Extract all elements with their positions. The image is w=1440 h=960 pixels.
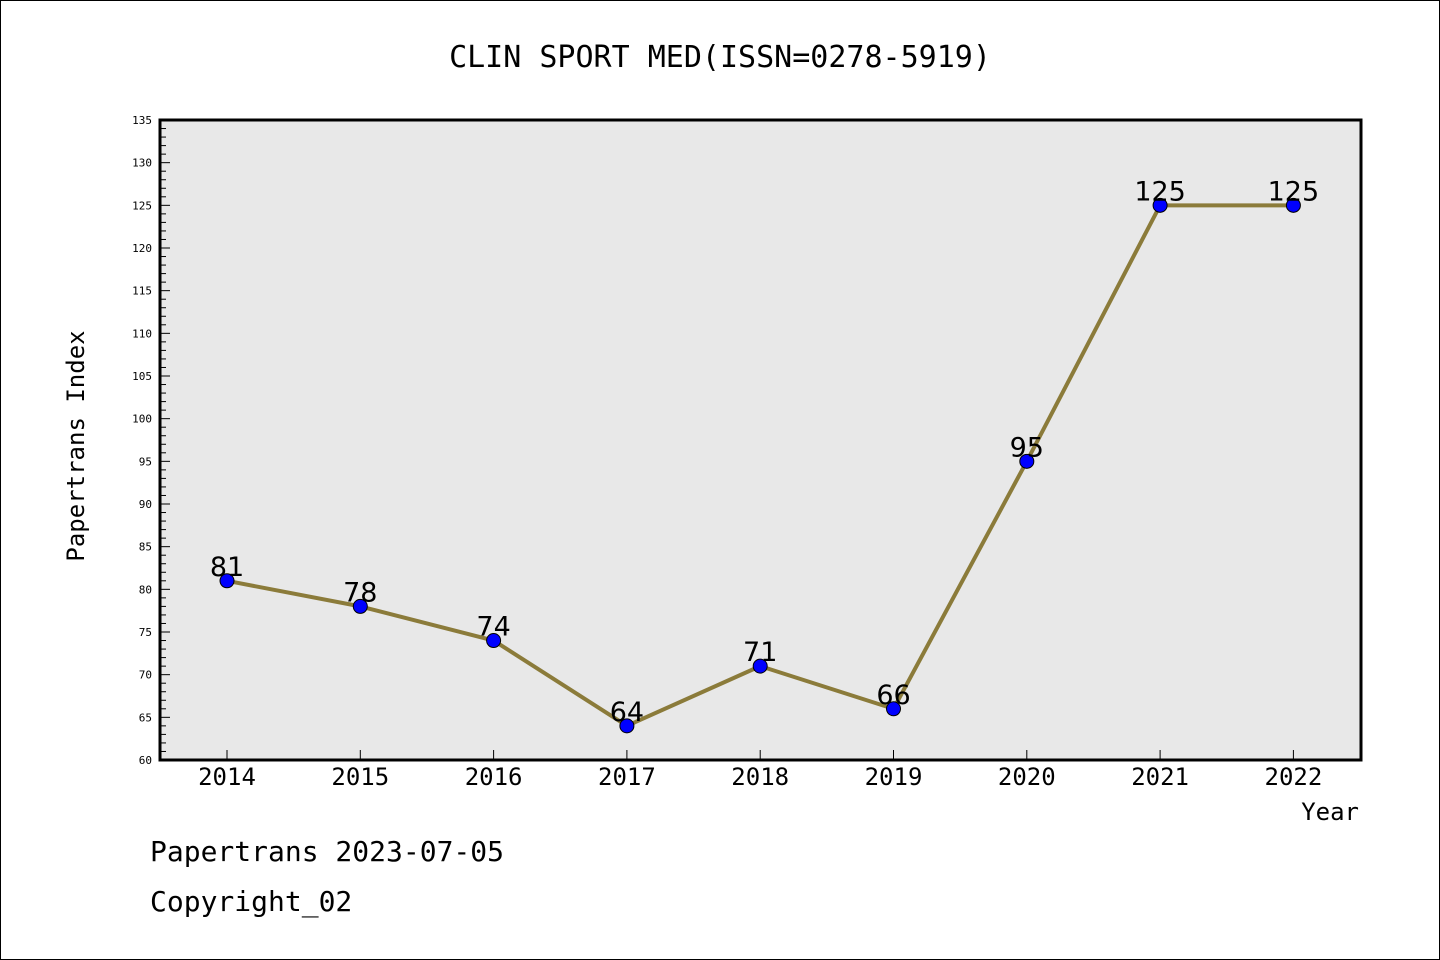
y-tick-label: 95: [139, 455, 152, 468]
data-point: [486, 633, 502, 649]
x-tick-label: 2017: [598, 763, 656, 791]
x-tick-label: 2015: [331, 763, 389, 791]
data-point: [1285, 197, 1301, 213]
footer-copyright: Copyright_02: [150, 885, 353, 918]
y-tick-label: 120: [132, 242, 152, 255]
data-point: [219, 573, 235, 589]
y-tick-label: 65: [139, 711, 152, 724]
series-group: 81 78 74 64 71 66 95 125 125: [210, 176, 1320, 734]
x-tick-label: 2018: [731, 763, 789, 791]
x-tick-label: 2022: [1265, 763, 1323, 791]
data-point: [352, 598, 368, 614]
y-tick-label: 135: [132, 114, 152, 127]
y-tick-label: 105: [132, 370, 152, 383]
y-tick-label: 110: [132, 327, 152, 340]
x-tick-label: 2019: [865, 763, 923, 791]
data-point: [752, 658, 768, 674]
data-label: 95: [1010, 432, 1044, 463]
x-tick-label: 2014: [198, 763, 256, 791]
y-axis-title: Papertrans Index: [62, 330, 90, 561]
y-tick-label: 75: [139, 626, 152, 639]
data-point: [1152, 197, 1168, 213]
y-tick-label: 70: [139, 669, 152, 682]
data-label: 74: [476, 612, 510, 643]
chart-title: CLIN SPORT MED(ISSN=0278-5919): [449, 40, 991, 75]
x-tick-label: 2021: [1131, 763, 1189, 791]
footer-date: Papertrans 2023-07-05: [150, 835, 505, 868]
x-axis-title: Year: [1301, 798, 1359, 826]
x-tick-label: 2020: [998, 763, 1056, 791]
data-label: 64: [610, 697, 644, 728]
data-label: 125: [1134, 176, 1186, 207]
data-point: [1019, 453, 1035, 469]
y-tick-label: 100: [132, 413, 152, 426]
data-label: 81: [210, 552, 244, 583]
data-point: [886, 701, 901, 717]
y-axis: 60 65 70 75 80 85 90 95 100 105 110 115 120 125 130 135: [132, 114, 170, 767]
y-tick-label: 130: [132, 157, 152, 170]
y-tick-label: 80: [139, 583, 152, 596]
plot-area: [158, 118, 1363, 762]
x-tick-label: 2016: [465, 763, 523, 791]
y-tick-label: 85: [139, 541, 152, 554]
data-label: 71: [743, 637, 777, 668]
y-tick-label: 60: [139, 754, 152, 767]
data-label: 78: [343, 577, 377, 608]
data-label: 66: [876, 680, 910, 711]
y-tick-label: 125: [132, 199, 152, 212]
data-point: [619, 718, 635, 734]
y-tick-label: 115: [132, 285, 152, 298]
data-label: 125: [1268, 176, 1320, 207]
y-tick-label: 90: [139, 498, 152, 511]
x-axis: 2014 2015 2016 2017 2018 2019 2020 2021 2022: [198, 750, 1322, 791]
